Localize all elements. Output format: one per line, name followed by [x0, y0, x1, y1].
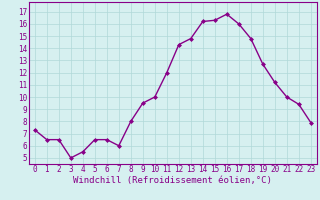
X-axis label: Windchill (Refroidissement éolien,°C): Windchill (Refroidissement éolien,°C) [73, 176, 272, 185]
